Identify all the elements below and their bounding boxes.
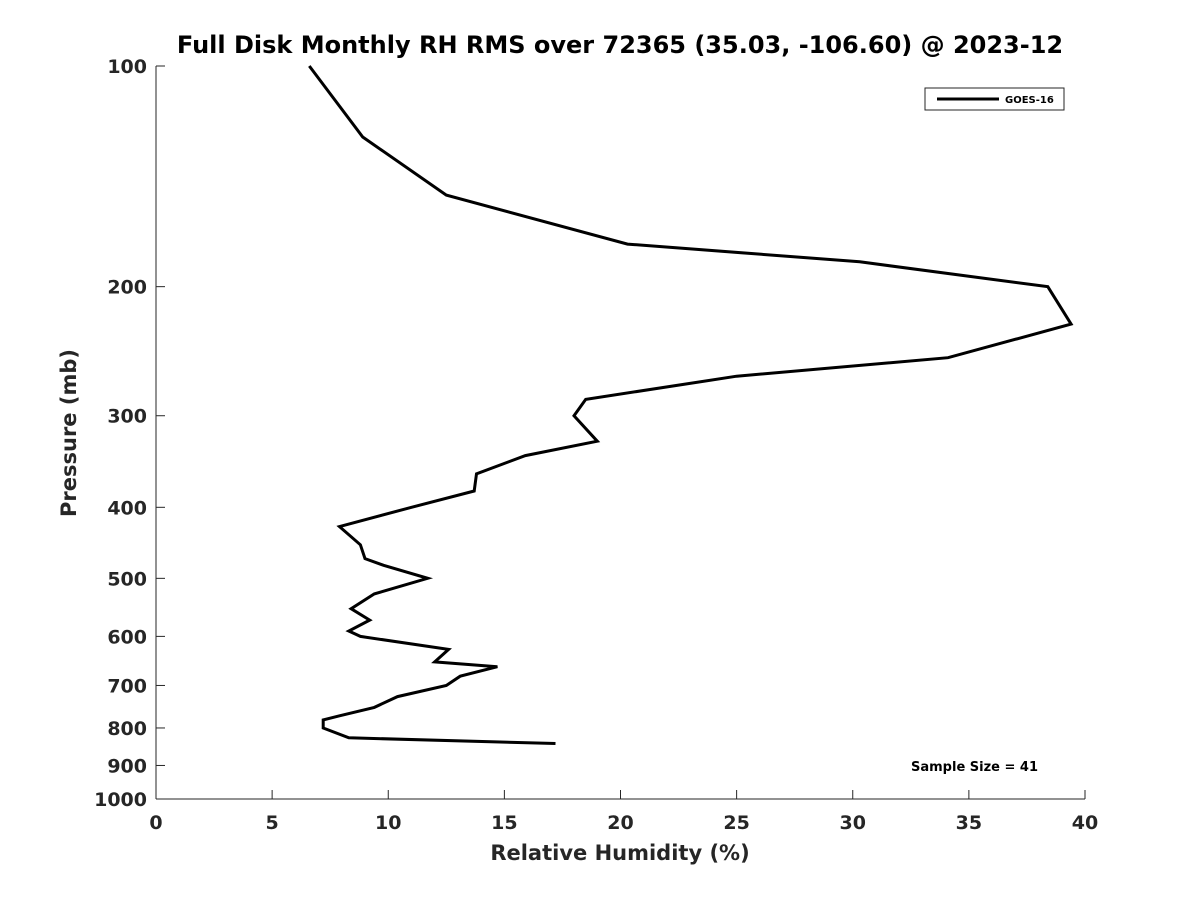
sample-size-annotation: Sample Size = 41 — [911, 760, 1038, 775]
x-tick-label: 40 — [1072, 812, 1098, 834]
chart-title: Full Disk Monthly RH RMS over 72365 (35.… — [177, 31, 1063, 59]
x-axis-label: Relative Humidity (%) — [490, 841, 749, 865]
axes: 0 5 10 15 20 25 30 35 40 100 200 300 400 500 600 700 800… — [94, 56, 1098, 834]
y-tick-label: 100 — [107, 56, 147, 78]
x-tick-label: 5 — [266, 812, 279, 834]
y-tick-label: 900 — [107, 755, 147, 777]
series-line-goes-16 — [308, 65, 1074, 745]
x-tick-label: 20 — [607, 812, 633, 834]
y-axis-label: Pressure (mb) — [57, 349, 81, 517]
y-tick-label: 500 — [107, 568, 147, 590]
legend-label-goes-16: GOES-16 — [1005, 95, 1054, 106]
x-tick-label: 25 — [723, 812, 749, 834]
x-tick-label: 15 — [491, 812, 517, 834]
x-tick-label: 10 — [375, 812, 401, 834]
y-tick-label: 600 — [107, 626, 147, 648]
y-tick-label: 400 — [107, 497, 147, 519]
plot-area — [308, 65, 1074, 745]
x-tick-label: 35 — [956, 812, 982, 834]
y-tick-label: 200 — [107, 277, 147, 299]
x-tick-label: 30 — [840, 812, 866, 834]
y-tick-label: 700 — [107, 675, 147, 697]
y-tick-label: 300 — [107, 406, 147, 428]
y-tick-label: 800 — [107, 718, 147, 740]
x-tick-label: 0 — [149, 812, 162, 834]
y-tick-label: 1000 — [94, 789, 147, 811]
legend: GOES-16 — [924, 87, 1065, 111]
